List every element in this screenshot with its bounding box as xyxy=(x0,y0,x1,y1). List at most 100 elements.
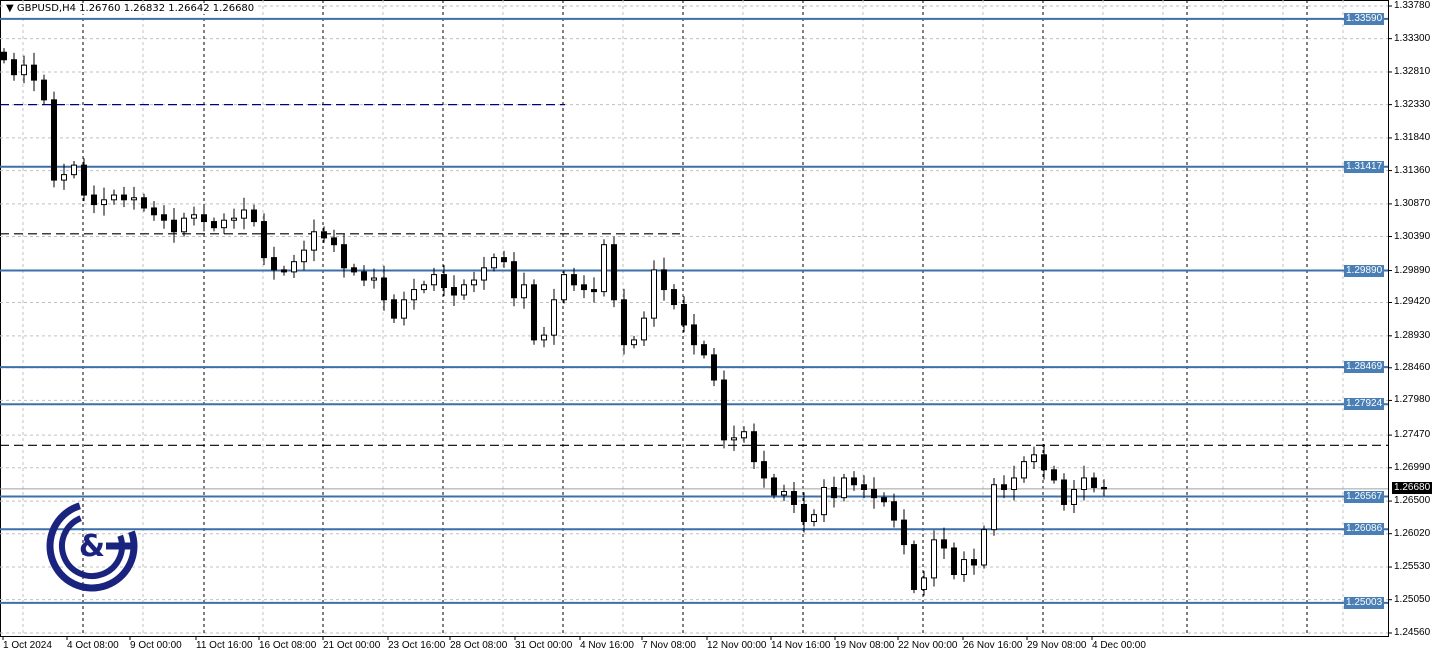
candle-bull xyxy=(21,64,27,76)
candle-bear xyxy=(701,344,707,356)
candle-bull xyxy=(1021,461,1027,479)
candle-bear xyxy=(671,289,677,306)
candle-bear xyxy=(911,544,917,590)
candle-bear xyxy=(391,299,397,319)
candle-bull xyxy=(981,529,987,566)
candle-bear xyxy=(851,477,857,486)
level-price-label: 1.31417 xyxy=(1344,160,1385,173)
candle-bear xyxy=(11,59,17,76)
x-tick-label: 4 Nov 16:00 xyxy=(580,640,634,651)
candle-bull xyxy=(551,299,557,336)
candle-bear xyxy=(581,284,587,291)
svg-text:&: & xyxy=(79,529,105,564)
x-tick-label: 4 Oct 08:00 xyxy=(67,640,119,651)
candle-bear xyxy=(791,491,797,505)
level-price-label: 1.26567 xyxy=(1344,490,1385,503)
candle-bull xyxy=(491,257,497,269)
candle-bear xyxy=(941,539,947,549)
candle-bear xyxy=(771,477,777,496)
candle-bear xyxy=(201,214,207,223)
candle-bear xyxy=(331,237,337,246)
y-tick-label: 1.33300 xyxy=(1394,32,1431,44)
candle-bull xyxy=(1081,477,1087,491)
candle-bear xyxy=(31,64,37,81)
x-tick-label: 1 Oct 2024 xyxy=(3,640,52,651)
x-tick-label: 11 Oct 16:00 xyxy=(196,640,253,651)
y-tick-label: 1.24560 xyxy=(1394,627,1431,638)
x-tick-label: 4 Dec 00:00 xyxy=(1092,640,1146,651)
candle-bear xyxy=(381,277,387,301)
x-tick-label: 21 Oct 00:00 xyxy=(323,640,381,651)
y-tick-label: 1.26020 xyxy=(1394,527,1431,539)
x-tick-label: 9 Oct 00:00 xyxy=(130,640,182,651)
candle-bull xyxy=(471,279,477,286)
candle-bear xyxy=(831,486,837,499)
candle-bear xyxy=(41,79,47,101)
candle-bear xyxy=(571,274,577,286)
candle-bull xyxy=(1071,489,1077,505)
candle-bull xyxy=(71,164,77,176)
x-tick-label: 28 Oct 08:00 xyxy=(450,640,508,651)
y-tick-label: 1.25530 xyxy=(1394,561,1431,573)
candle-bull xyxy=(101,199,107,206)
candle-bear xyxy=(691,324,697,346)
candle-bull xyxy=(481,267,487,281)
candle-bull xyxy=(641,317,647,341)
candle-bear xyxy=(1061,479,1067,505)
candle-bull xyxy=(241,209,247,219)
candle-bull xyxy=(111,194,117,201)
symbol-label: GBPUSD,H4 xyxy=(16,3,76,14)
plot-frame xyxy=(0,0,1389,637)
candle-bull xyxy=(221,219,227,229)
x-tick-label: 16 Oct 08:00 xyxy=(259,640,317,651)
candle-bull xyxy=(811,514,817,522)
candle-bear xyxy=(211,221,217,229)
candle-bull xyxy=(561,274,567,301)
y-tick-label: 1.31360 xyxy=(1394,164,1431,176)
y-tick-label: 1.25050 xyxy=(1394,593,1431,605)
candle-bear xyxy=(901,519,907,546)
x-tick-label: 14 Nov 16:00 xyxy=(771,640,831,651)
candle-bear xyxy=(121,194,127,201)
candle-bear xyxy=(591,289,597,293)
candle-bull xyxy=(541,334,547,341)
candle-bull xyxy=(731,437,737,441)
low-value: 1.26642 xyxy=(168,3,210,14)
candle-bear xyxy=(531,284,537,341)
level-price-label: 1.25003 xyxy=(1344,596,1385,609)
y-tick-label: 1.31840 xyxy=(1394,131,1431,143)
candle-bull xyxy=(431,274,437,286)
candle-bear xyxy=(171,219,177,233)
candle-bull xyxy=(781,491,787,496)
candle-bear xyxy=(681,304,687,326)
candle-bear xyxy=(1091,477,1097,488)
candle-bear xyxy=(1,51,7,61)
dropdown-triangle-icon[interactable]: ▼ xyxy=(6,3,14,14)
candle-bull xyxy=(61,174,67,181)
x-tick-label: 23 Oct 16:00 xyxy=(388,640,446,651)
level-price-label: 1.28469 xyxy=(1344,361,1385,374)
candle-bear xyxy=(51,99,57,181)
candle-bull xyxy=(651,269,657,319)
candle-bull xyxy=(931,539,937,579)
level-price-label: 1.26086 xyxy=(1344,523,1385,536)
y-tick-label: 1.32810 xyxy=(1394,65,1431,77)
candle-bull xyxy=(521,284,527,299)
candle-bull xyxy=(301,249,307,263)
level-price-label: 1.27924 xyxy=(1344,398,1385,411)
y-tick-label: 1.33780 xyxy=(1394,0,1431,11)
current-price-label: 1.26680 xyxy=(1392,481,1433,494)
candle-bear xyxy=(951,547,957,576)
candle-bull xyxy=(461,284,467,296)
candle-bear xyxy=(721,379,727,441)
high-value: 1.26832 xyxy=(123,3,166,14)
x-tick-label: 7 Nov 08:00 xyxy=(642,640,696,651)
candle-bull xyxy=(741,431,747,439)
candle-bull xyxy=(291,261,297,273)
y-tick-label: 1.26990 xyxy=(1394,461,1431,473)
open-value: 1.26760 xyxy=(79,3,121,14)
y-tick-label: 1.30390 xyxy=(1394,230,1431,242)
x-tick-label: 19 Nov 08:00 xyxy=(835,640,895,651)
